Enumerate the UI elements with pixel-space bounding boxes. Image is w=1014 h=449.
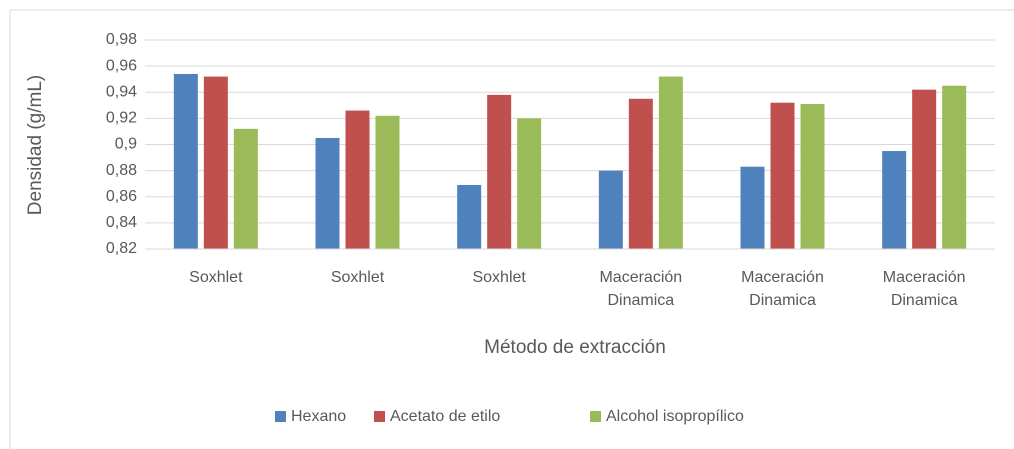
bar [457, 184, 482, 249]
legend-label: Hexano [291, 408, 346, 425]
y-tick-label: 0,86 [106, 188, 137, 205]
y-tick-label: 0,88 [106, 162, 137, 179]
x-tick-label: Maceración Dinamica [741, 269, 824, 309]
y-tick-label: 0,92 [106, 110, 137, 127]
x-tick-label: Soxhlet [472, 269, 526, 286]
legend-swatch [374, 411, 385, 422]
x-tick-label: Soxhlet [330, 269, 385, 286]
bar [740, 166, 765, 249]
bar [658, 76, 683, 249]
bar [487, 94, 512, 249]
x-tick-label: Maceración Dinamica [882, 269, 966, 309]
legend-label: Alcohol isopropílico [606, 408, 744, 425]
legend-label: Acetato de etilo [390, 408, 500, 425]
bar [942, 85, 967, 249]
x-tick-label: Soxhlet [189, 269, 243, 286]
bar [882, 151, 907, 249]
bar [912, 89, 937, 249]
y-tick-label: 0,96 [106, 57, 137, 74]
bar [628, 98, 653, 249]
y-tick-label: 0,98 [106, 31, 137, 48]
x-tick-label: Maceración Dinamica [599, 269, 683, 309]
y-axis-label: Densidad (g/mL) [25, 75, 46, 215]
bar [800, 104, 825, 249]
y-tick-label: 0,94 [106, 83, 137, 100]
x-axis-label: Método de extracción [484, 337, 666, 358]
bar [517, 118, 542, 249]
y-tick-label: 0,82 [106, 240, 137, 257]
legend-swatch [275, 411, 286, 422]
bar [770, 102, 795, 249]
bar [173, 73, 198, 250]
bar [203, 76, 228, 249]
bar [233, 128, 258, 249]
bar [315, 137, 340, 249]
bar [345, 110, 370, 249]
legend-swatch [590, 411, 601, 422]
y-tick-label: 0,9 [115, 136, 137, 153]
bar [375, 115, 400, 249]
bar [598, 170, 623, 249]
y-tick-label: 0,84 [106, 214, 137, 231]
